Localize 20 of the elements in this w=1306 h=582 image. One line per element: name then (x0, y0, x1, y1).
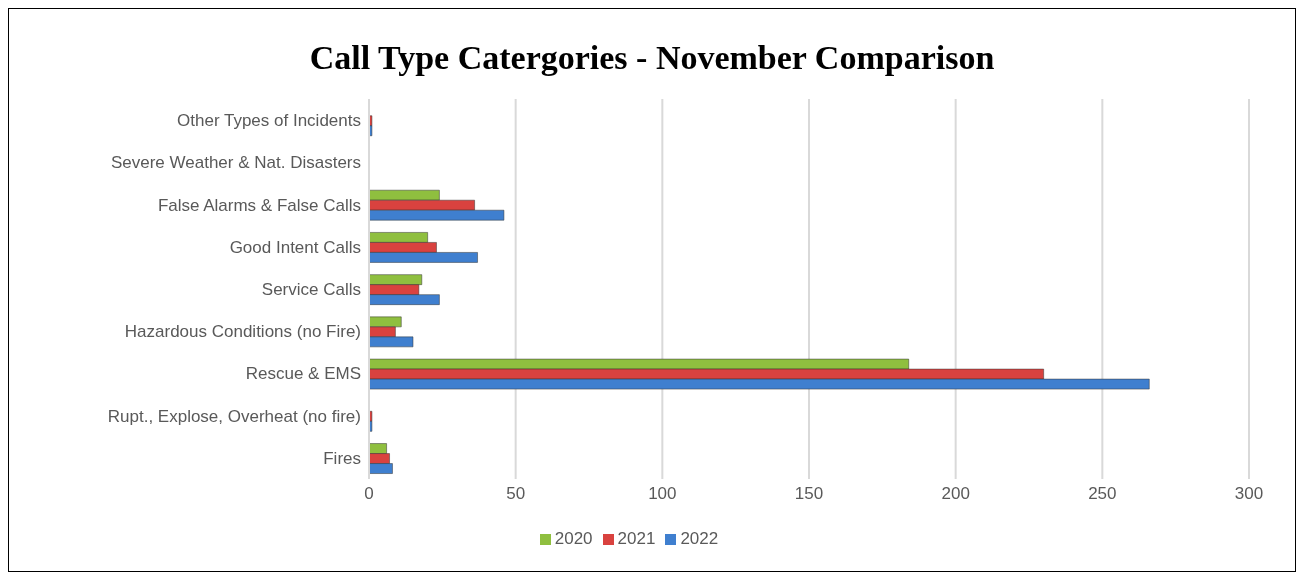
y-tick-label: Fires (323, 448, 361, 468)
x-tick-label: 250 (1088, 484, 1117, 504)
x-tick-label: 150 (794, 484, 824, 504)
x-tick-label: 50 (506, 484, 526, 504)
y-tick-label: Rescue & EMS (245, 364, 361, 384)
chart-title: Call Type Catergories - November Comparison (308, 39, 996, 78)
y-tick-label: Severe Weather & Nat. Disasters (110, 153, 361, 173)
legend-label: 2021 (617, 529, 656, 548)
y-tick-label: Good Intent Calls (229, 237, 361, 257)
y-tick-label: Rupt., Explose, Overheat (no fire) (107, 406, 361, 426)
x-tick-label: 0 (364, 484, 374, 504)
y-tick-label: Service Calls (261, 280, 361, 300)
y-tick-label: Other Types of Incidents (177, 111, 361, 131)
x-tick-label: 200 (941, 484, 970, 504)
x-tick-label: 100 (648, 484, 677, 504)
y-tick-label: Hazardous Conditions (no Fire) (124, 322, 361, 342)
legend-label: 2020 (554, 529, 593, 548)
x-tick-label: 300 (1234, 484, 1264, 504)
legend-label: 2022 (680, 529, 719, 548)
y-tick-label: False Alarms & False Calls (157, 195, 361, 215)
